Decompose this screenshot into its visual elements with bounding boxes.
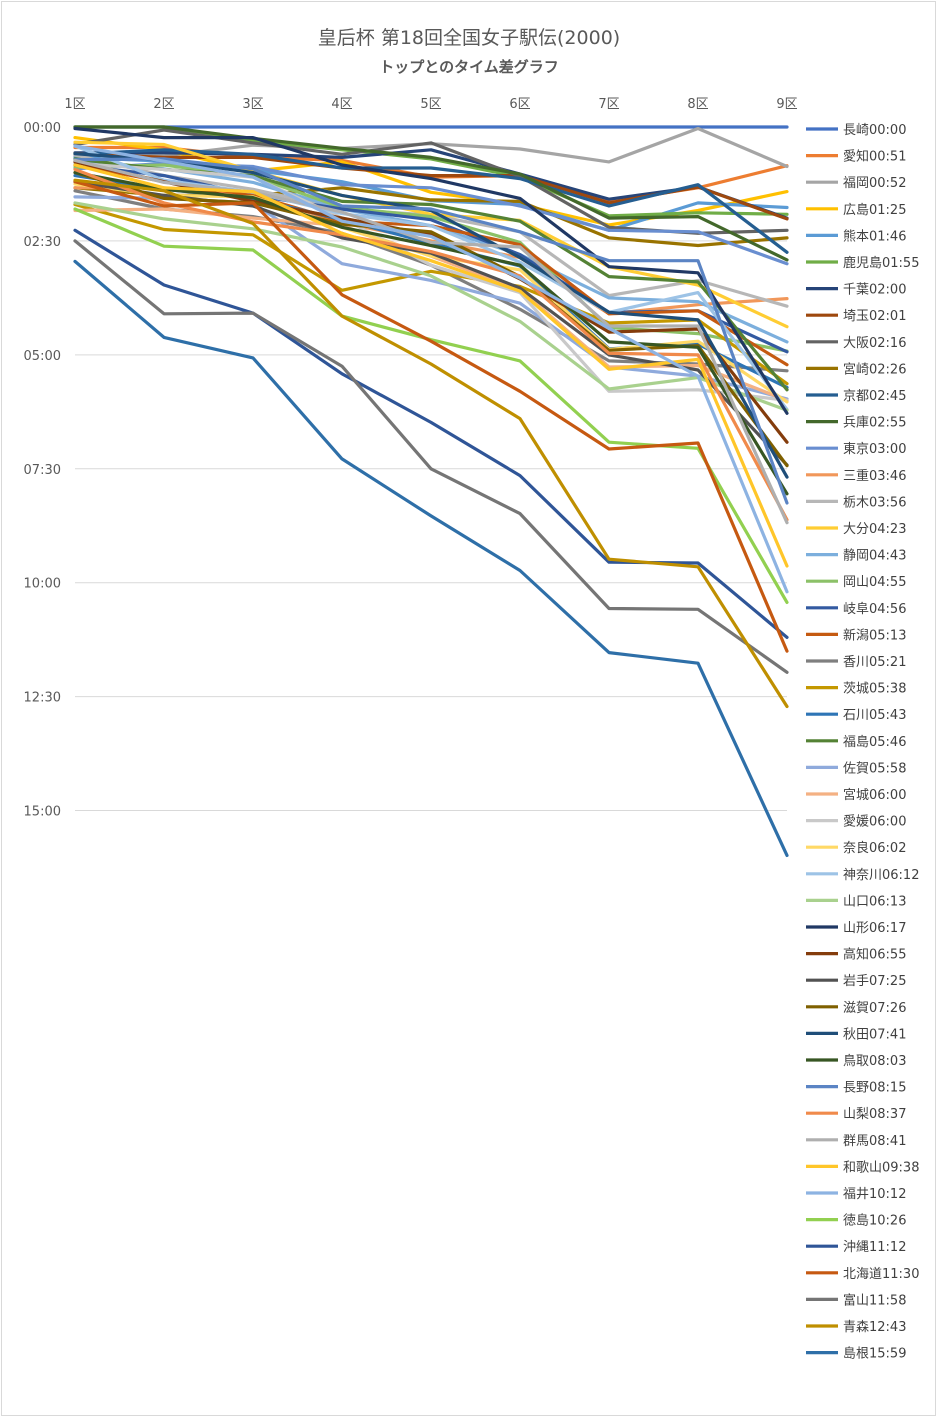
series-line-42 (73, 207, 789, 605)
legend-label: 新潟05:13 (843, 627, 906, 643)
legend-label: 静岡04:43 (843, 549, 906, 564)
legend-label: 高知06:55 (843, 947, 906, 963)
legend-label: 宮城06:00 (843, 787, 906, 803)
chart-title: 皇后杯 第18回全国女子駅伝(2000) (318, 27, 620, 49)
series-line-38 (73, 167, 789, 522)
legend: 長崎00:00 愛知00:51 福岡00:52 広島01:25 熊本01:46 鹿児島01… (806, 123, 919, 1362)
legend-label: 茨城05:38 (843, 682, 906, 697)
legend-label: 福島05:46 (843, 735, 906, 750)
legend-label: 北海道11:30 (843, 1267, 919, 1282)
series-line-45 (73, 239, 789, 674)
series-line-47 (73, 259, 789, 858)
y-tick-label: 10:00 (24, 577, 61, 592)
series-line-34 (73, 171, 789, 468)
x-tick-label: 4区 (331, 97, 352, 112)
y-tick-label: 05:00 (24, 349, 61, 364)
legend-label: 岐阜04:56 (843, 601, 906, 617)
series-line-22 (73, 202, 789, 386)
legend-label: 島根15:59 (843, 1347, 906, 1362)
y-axis-labels: 00:00 02:30 05:00 07:30 10:00 12:30 15:00 (24, 121, 61, 820)
legend-label: 山梨08:37 (843, 1107, 906, 1122)
x-tick-label: 8区 (687, 97, 708, 112)
legend-label: 千葉02:00 (843, 283, 906, 298)
legend-label: 鳥取08:03 (843, 1054, 906, 1069)
legend-label: 山形06:17 (843, 921, 906, 936)
legend-label: 石川05:43 (843, 708, 906, 723)
legend-label: 宮崎02:26 (843, 361, 906, 377)
x-tick-label: 7区 (598, 97, 619, 112)
series-line-43 (73, 228, 789, 640)
legend-label: 熊本01:46 (843, 228, 906, 244)
legend-label: 岡山04:55 (843, 575, 906, 590)
y-tick-label: 15:00 (24, 805, 61, 820)
legend-label: 岩手07:25 (843, 974, 906, 989)
legend-label: 香川05:21 (843, 655, 906, 670)
series-lines (73, 125, 789, 858)
legend-label: 群馬08:41 (843, 1134, 906, 1149)
x-axis-labels: 1区 2区 3区 4区 5区 6区 7区 8区 9区 (64, 97, 797, 112)
legend-label: 和歌山09:38 (843, 1160, 919, 1175)
series-line-31 (73, 126, 789, 415)
legend-label: 富山11:58 (843, 1292, 906, 1308)
legend-label: 栃木03:56 (843, 495, 906, 510)
legend-label: 神奈川06:12 (843, 868, 919, 883)
series-line-11 (73, 148, 789, 254)
y-tick-label: 00:00 (24, 121, 61, 136)
y-tick-label: 12:30 (24, 691, 61, 706)
chart-subtitle: トップとのタイム差グラフ (379, 58, 559, 76)
x-tick-label: 1区 (64, 97, 85, 112)
x-tick-label: 2区 (153, 97, 174, 112)
legend-label: 三重03:46 (843, 468, 906, 484)
legend-label: 長野08:15 (843, 1081, 906, 1096)
x-tick-label: 6区 (509, 97, 530, 112)
legend-label: 京都02:45 (843, 389, 906, 404)
legend-label: 長崎00:00 (843, 123, 906, 138)
series-line-41 (73, 144, 789, 594)
legend-label: 大分04:23 (843, 522, 906, 537)
legend-label: 大阪02:16 (843, 336, 906, 351)
legend-label: 兵庫02:55 (843, 416, 906, 431)
series-line-46 (73, 178, 789, 709)
legend-label: 徳島10:26 (843, 1214, 906, 1229)
legend-label: 愛知00:51 (843, 149, 906, 165)
series-line-12 (73, 125, 789, 262)
legend-label: 鹿児島01:55 (843, 255, 919, 271)
legend-label: 広島01:25 (843, 203, 906, 218)
x-tick-label: 9区 (776, 97, 797, 112)
y-tick-label: 02:30 (24, 235, 61, 250)
legend-label: 福井10:12 (843, 1187, 906, 1202)
legend-label: 佐賀05:58 (843, 761, 906, 776)
y-tick-label: 07:30 (24, 463, 61, 478)
legend-label: 山口06:13 (843, 894, 906, 909)
series-line-44 (73, 180, 789, 653)
legend-label: 愛媛06:00 (843, 815, 906, 830)
legend-label: 滋賀07:26 (843, 1001, 906, 1016)
legend-label: 埼玉02:01 (843, 309, 906, 324)
series-line-36 (73, 171, 789, 496)
legend-label: 東京03:00 (843, 441, 906, 457)
x-tick-label: 3区 (242, 97, 263, 112)
series-line-27 (73, 161, 789, 402)
series-line-39 (73, 158, 789, 525)
legend-label: 福岡00:52 (843, 176, 906, 191)
legend-label: 青森12:43 (843, 1320, 906, 1335)
legend-label: 奈良06:02 (843, 840, 906, 856)
series-line-37 (73, 157, 789, 505)
series-line-40 (73, 163, 789, 568)
legend-label: 秋田07:41 (843, 1027, 906, 1042)
x-tick-label: 5区 (420, 97, 441, 112)
series-line-30 (73, 201, 789, 412)
legend-label: 沖縄11:12 (843, 1240, 906, 1255)
